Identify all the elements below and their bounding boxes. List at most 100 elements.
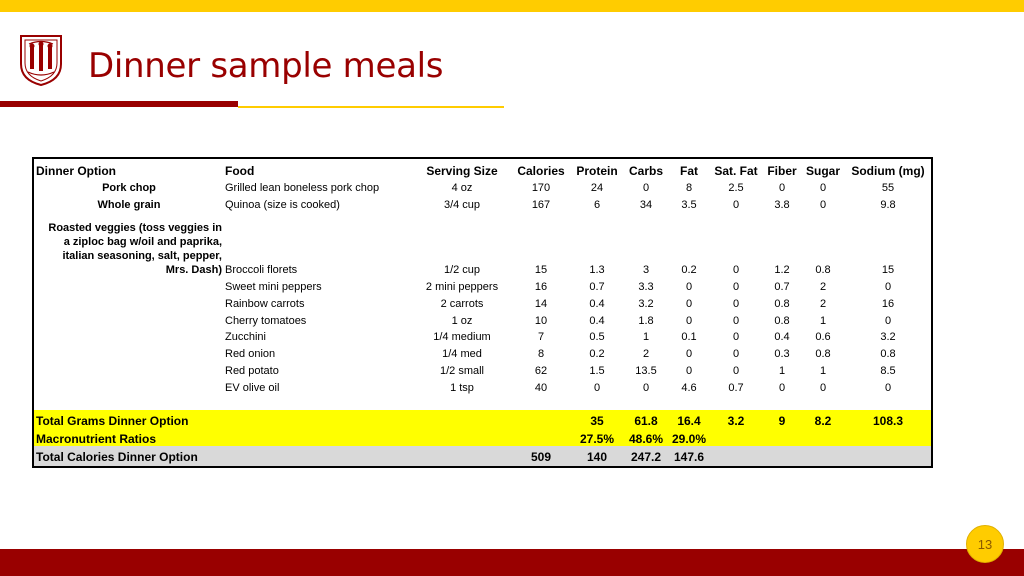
total-grams-sat-fat: 3.2 xyxy=(727,414,745,428)
serving-size: 3/4 cup xyxy=(443,199,481,211)
total-grams-fat: 16.4 xyxy=(677,414,701,428)
fat-value: 0 xyxy=(685,315,693,327)
food-name: Quinoa (size is cooked) xyxy=(225,199,340,211)
fat-value: 0 xyxy=(685,281,693,293)
calories-value: 14 xyxy=(534,298,548,310)
header-serving-size: Serving Size xyxy=(426,164,498,178)
veggie-note-line: Roasted veggies (toss veggies in xyxy=(48,222,222,234)
nutrition-table: Dinner Option Food Serving Size Calories… xyxy=(32,157,933,468)
sodium-value: 16 xyxy=(881,298,895,310)
carbs-value: 1 xyxy=(642,331,650,343)
carbs-value: 1.8 xyxy=(638,315,654,327)
sugar-value: 0 xyxy=(819,382,827,394)
fat-value: 0 xyxy=(685,365,693,377)
fat-value: 8 xyxy=(685,182,693,194)
carbs-value: 13.5 xyxy=(635,365,657,377)
fiber-value: 0.7 xyxy=(774,281,790,293)
food-name: Red potato xyxy=(225,365,279,377)
sodium-value: 0 xyxy=(884,281,892,293)
sodium-value: 9.8 xyxy=(880,199,896,211)
carbs-value: 34 xyxy=(639,199,653,211)
title-rule-red xyxy=(0,101,238,107)
total-grams-sodium: 108.3 xyxy=(872,414,904,428)
sugar-value: 0.8 xyxy=(815,348,831,360)
total-calories-fat: 147.6 xyxy=(673,450,705,464)
macro-ratio-protein: 27.5% xyxy=(579,432,615,446)
total-grams-label: Total Grams Dinner Option xyxy=(36,414,189,428)
sugar-value: 0.6 xyxy=(815,331,831,343)
sat-fat-value: 0 xyxy=(732,331,740,343)
summary-yellow-band xyxy=(34,410,931,446)
fat-value: 4.6 xyxy=(681,382,697,394)
slide-title: Dinner sample meals xyxy=(88,46,444,86)
top-gold-bar xyxy=(0,0,1024,12)
sugar-value: 2 xyxy=(819,298,827,310)
food-name: Rainbow carrots xyxy=(225,298,305,310)
header-protein: Protein xyxy=(576,164,618,178)
serving-size: 4 oz xyxy=(451,182,473,194)
food-name: Broccoli florets xyxy=(225,264,298,276)
serving-size: 1/4 med xyxy=(442,348,482,360)
protein-value: 0.7 xyxy=(589,281,605,293)
protein-value: 0.4 xyxy=(589,315,605,327)
fiber-value: 0.8 xyxy=(774,315,790,327)
carbs-value: 3.2 xyxy=(638,298,654,310)
fiber-value: 0.3 xyxy=(774,348,790,360)
serving-size: 1/4 medium xyxy=(433,331,491,343)
sodium-value: 55 xyxy=(881,182,895,194)
carbs-value: 0 xyxy=(642,382,650,394)
calories-value: 167 xyxy=(531,199,551,211)
food-name: Red onion xyxy=(225,348,276,360)
protein-value: 0.4 xyxy=(589,298,605,310)
calories-value: 16 xyxy=(534,281,548,293)
total-grams-sugar: 8.2 xyxy=(814,414,832,428)
total-calories-carbs: 247.2 xyxy=(630,450,662,464)
header-dinner-option: Dinner Option xyxy=(36,164,116,178)
macro-ratios-label: Macronutrient Ratios xyxy=(36,432,157,446)
protein-value: 6 xyxy=(593,199,601,211)
sat-fat-value: 0 xyxy=(732,298,740,310)
sodium-value: 15 xyxy=(881,264,895,276)
sugar-value: 2 xyxy=(819,281,827,293)
sat-fat-value: 0 xyxy=(732,348,740,360)
header-sugar: Sugar xyxy=(805,164,840,178)
veggie-option-note: Roasted veggies (toss veggies in a ziplo… xyxy=(36,221,222,277)
protein-value: 0.5 xyxy=(589,331,605,343)
total-grams-fiber: 9 xyxy=(778,414,786,428)
sat-fat-value: 0 xyxy=(732,264,740,276)
serving-size: 1 oz xyxy=(451,315,473,327)
sat-fat-value: 0 xyxy=(732,199,740,211)
fiber-value: 1 xyxy=(778,365,786,377)
page-number-badge: 13 xyxy=(966,525,1004,563)
total-calories-protein: 140 xyxy=(586,450,608,464)
sodium-value: 0.8 xyxy=(880,348,896,360)
calories-value: 170 xyxy=(531,182,551,194)
veggie-note-line: Mrs. Dash) xyxy=(165,264,222,276)
fat-value: 0 xyxy=(685,298,693,310)
fat-value: 3.5 xyxy=(681,199,697,211)
calories-value: 15 xyxy=(534,264,548,276)
serving-size: 1/2 cup xyxy=(443,264,481,276)
calories-value: 8 xyxy=(537,348,545,360)
sugar-value: 0.8 xyxy=(815,264,831,276)
total-calories-value: 509 xyxy=(530,450,552,464)
food-name: Cherry tomatoes xyxy=(225,315,307,327)
carbs-value: 0 xyxy=(642,182,650,194)
sat-fat-value: 2.5 xyxy=(728,182,744,194)
fat-value: 0.2 xyxy=(681,264,697,276)
option-label: Pork chop xyxy=(102,182,156,194)
sodium-value: 8.5 xyxy=(880,365,896,377)
fat-value: 0.1 xyxy=(681,331,697,343)
sat-fat-value: 0.7 xyxy=(728,382,744,394)
option-label: Whole grain xyxy=(97,199,161,211)
food-name: Zucchini xyxy=(225,331,266,343)
serving-size: 2 carrots xyxy=(440,298,484,310)
veggie-note-line: a ziploc bag w/oil and paprika, xyxy=(63,236,222,248)
header-sat-fat: Sat. Fat xyxy=(714,164,758,178)
sugar-value: 1 xyxy=(819,365,827,377)
bottom-cardinal-bar xyxy=(0,549,1024,576)
sat-fat-value: 0 xyxy=(732,365,740,377)
header-fat: Fat xyxy=(680,164,698,178)
calories-value: 62 xyxy=(534,365,548,377)
protein-value: 0 xyxy=(593,382,601,394)
